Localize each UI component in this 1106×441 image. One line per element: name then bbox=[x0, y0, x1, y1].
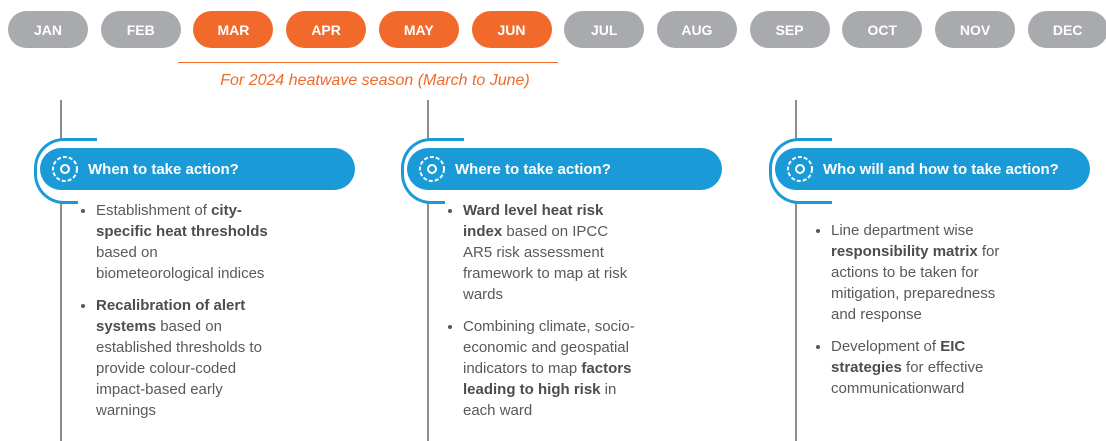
column-header: Where to take action? bbox=[407, 148, 722, 190]
bullet-text: factors leading to high risk bbox=[463, 360, 632, 398]
column: Where to take action? Ward level heat ris… bbox=[401, 138, 737, 441]
month-pill: SEP bbox=[749, 11, 830, 48]
bullet-text: based on IPCC AR5 risk assessment framew… bbox=[463, 223, 628, 303]
bullet-text: city-specific heat thresholds bbox=[96, 202, 268, 240]
divider-line bbox=[795, 100, 797, 441]
bullet-text: for effective communicationward bbox=[831, 359, 984, 397]
header-title: When to take action? bbox=[88, 160, 239, 178]
bullet-text: Development of bbox=[831, 338, 941, 355]
column: Who will and how to take action? Line dep… bbox=[769, 138, 1105, 441]
header-title: Where to take action? bbox=[455, 160, 611, 178]
header-icon bbox=[787, 156, 813, 182]
divider-line bbox=[427, 100, 429, 441]
month-pill: NOV bbox=[935, 11, 1015, 48]
bullet-list: Ward level heat risk index based on IPCC… bbox=[445, 200, 635, 432]
bullet-text: Recalibration of alert systems bbox=[96, 297, 246, 335]
divider-line bbox=[60, 100, 62, 441]
bullet-list: Line department wise responsibility matr… bbox=[813, 220, 1003, 410]
month-pill: DEC bbox=[1027, 11, 1106, 48]
column-header: Who will and how to take action? bbox=[775, 148, 1090, 190]
bullet-item: Development of EIC strategies for effect… bbox=[831, 336, 1003, 399]
month-pill: FEB bbox=[100, 11, 181, 48]
bullet-text: responsibility matrix bbox=[831, 243, 978, 260]
month-pill: MAR bbox=[193, 11, 274, 48]
bullet-list: Establishment of city-specific heat thre… bbox=[78, 200, 268, 432]
header-icon bbox=[419, 156, 445, 182]
bullet-text: Line department wise bbox=[831, 222, 974, 239]
column-header: When to take action? bbox=[40, 148, 355, 190]
header-icon bbox=[52, 156, 78, 182]
column: When to take action? Establishment of cit… bbox=[34, 138, 370, 441]
bullet-item: Line department wise responsibility matr… bbox=[831, 220, 1003, 325]
bullet-text: for actions to be taken for mitigation, … bbox=[831, 243, 1000, 323]
note: For 2024 heatwave season (March to June) bbox=[220, 72, 530, 89]
month-pill: JUL bbox=[564, 11, 645, 48]
month-pill: JUN bbox=[471, 11, 552, 48]
month-pill: AUG bbox=[656, 11, 737, 48]
bullet-item: Recalibration of alert systems based on … bbox=[96, 295, 268, 421]
month-pill: JAN bbox=[8, 11, 88, 48]
bullet-text: in each ward bbox=[463, 381, 617, 419]
bullet-item: Ward level heat risk index based on IPCC… bbox=[463, 200, 635, 305]
bullet-text: based on established thresholds to provi… bbox=[96, 318, 262, 419]
month-pill: APR bbox=[286, 11, 367, 48]
month-pill: OCT bbox=[842, 11, 923, 48]
bullet-item: Establishment of city-specific heat thre… bbox=[96, 200, 268, 284]
bullet-item: Combining climate, socio-economic and ge… bbox=[463, 316, 635, 421]
month-pill: MAY bbox=[378, 11, 459, 48]
bullet-text: Ward level heat risk index bbox=[463, 202, 604, 240]
bullet-text: Combining climate, socio-economic and ge… bbox=[463, 318, 635, 377]
header-title: Who will and how to take action? bbox=[823, 160, 1059, 178]
bullet-text: based on biometeorological indices bbox=[96, 244, 265, 282]
bullet-text: Establishment of bbox=[96, 202, 212, 219]
note-line bbox=[178, 62, 558, 63]
bullet-text: EIC strategies bbox=[831, 338, 966, 376]
